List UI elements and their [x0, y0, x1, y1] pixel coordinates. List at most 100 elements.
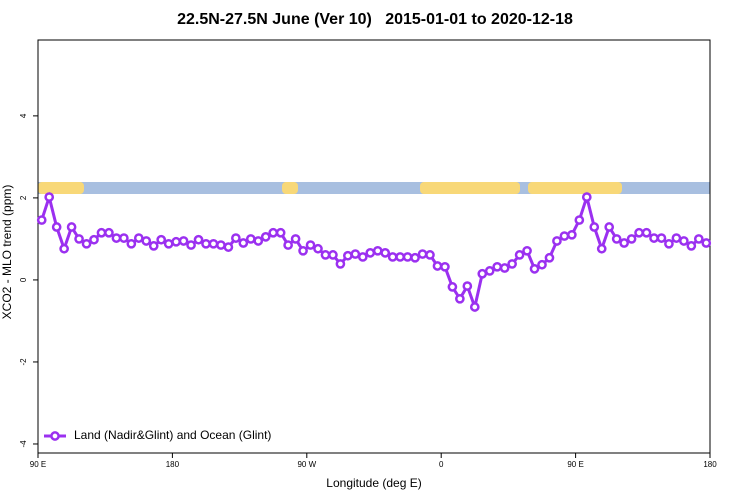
- point: [66, 222, 77, 232]
- point: [238, 238, 249, 248]
- point: [223, 242, 234, 252]
- point: [447, 282, 458, 292]
- point: [611, 234, 622, 244]
- y-tick-label: 4: [19, 113, 28, 118]
- legend-label: Land (Nadir&Glint) and Ocean (Glint): [74, 428, 271, 442]
- point: [290, 234, 301, 244]
- point: [51, 222, 62, 232]
- x-tick-label: 90 E: [567, 460, 583, 469]
- point: [410, 252, 420, 263]
- point: [522, 245, 532, 256]
- point: [544, 252, 555, 263]
- point: [350, 249, 361, 259]
- point: [171, 236, 181, 247]
- point: [178, 236, 189, 246]
- point: [552, 236, 562, 246]
- point: [156, 234, 167, 245]
- point: [402, 252, 413, 262]
- point: [365, 248, 376, 258]
- chart-title: 22.5N-27.5N June (Ver 10) 2015-01-01 to …: [177, 11, 573, 28]
- point: [664, 238, 674, 249]
- point: [507, 259, 517, 269]
- map-strip: [38, 182, 710, 194]
- point: [574, 215, 585, 225]
- point: [81, 238, 92, 249]
- point: [335, 259, 346, 269]
- point: [208, 238, 219, 249]
- point: [417, 249, 428, 259]
- x-tick-label: 180: [166, 460, 180, 469]
- point: [395, 252, 405, 262]
- point: [119, 233, 129, 243]
- point: [671, 233, 682, 243]
- point: [231, 233, 241, 243]
- point: [283, 240, 293, 250]
- point: [380, 248, 391, 258]
- point: [604, 222, 615, 232]
- point: [440, 261, 450, 272]
- point: [537, 259, 547, 270]
- point: [186, 240, 196, 250]
- point: [641, 227, 652, 238]
- point: [686, 241, 697, 251]
- point: [133, 233, 144, 243]
- point: [313, 243, 323, 254]
- point: [589, 222, 600, 232]
- x-tick-label: 90 W: [297, 460, 316, 469]
- x-tick-label: 90 E: [30, 460, 46, 469]
- point: [260, 232, 271, 242]
- point: [96, 227, 107, 238]
- point: [36, 215, 47, 225]
- point: [163, 238, 174, 249]
- y-axis-label: XCO2 - MLO trend (ppm): [0, 185, 14, 320]
- point: [514, 250, 525, 260]
- point: [462, 281, 473, 291]
- point: [626, 234, 637, 244]
- point: [425, 250, 435, 260]
- point: [649, 233, 659, 243]
- point: [559, 231, 570, 241]
- point: [305, 240, 316, 250]
- point: [529, 264, 540, 274]
- point: [44, 192, 55, 202]
- point: [148, 241, 159, 251]
- y-tick-label: -4: [19, 440, 28, 448]
- point: [59, 243, 69, 254]
- point: [357, 252, 368, 262]
- point: [477, 268, 488, 279]
- point: [328, 250, 338, 260]
- point: [387, 252, 398, 262]
- point: [679, 236, 689, 246]
- x-tick-label: 0: [439, 460, 444, 469]
- point: [245, 234, 256, 244]
- point: [701, 238, 712, 248]
- point: [656, 233, 667, 243]
- point: [619, 238, 629, 248]
- point: [320, 250, 331, 260]
- point: [298, 245, 308, 256]
- plot-frame: [37, 39, 711, 454]
- y-tick-label: 0: [19, 277, 28, 282]
- point: [484, 266, 495, 276]
- y-tick-label: -2: [19, 358, 28, 366]
- point: [596, 243, 607, 254]
- point: [581, 192, 592, 202]
- point: [141, 236, 152, 246]
- point: [111, 233, 122, 243]
- x-axis-label: Longitude (deg E): [326, 476, 421, 490]
- point: [455, 293, 465, 304]
- point: [216, 240, 226, 250]
- point: [469, 302, 480, 312]
- point: [432, 261, 443, 271]
- point: [104, 227, 114, 238]
- point: [567, 229, 577, 240]
- point: [275, 227, 286, 238]
- point: [343, 250, 353, 261]
- point: [201, 238, 211, 249]
- point: [74, 234, 84, 244]
- y-tick-label: 2: [19, 195, 28, 200]
- point: [499, 263, 510, 273]
- point: [193, 234, 204, 245]
- x-tick-label: 180: [703, 460, 717, 469]
